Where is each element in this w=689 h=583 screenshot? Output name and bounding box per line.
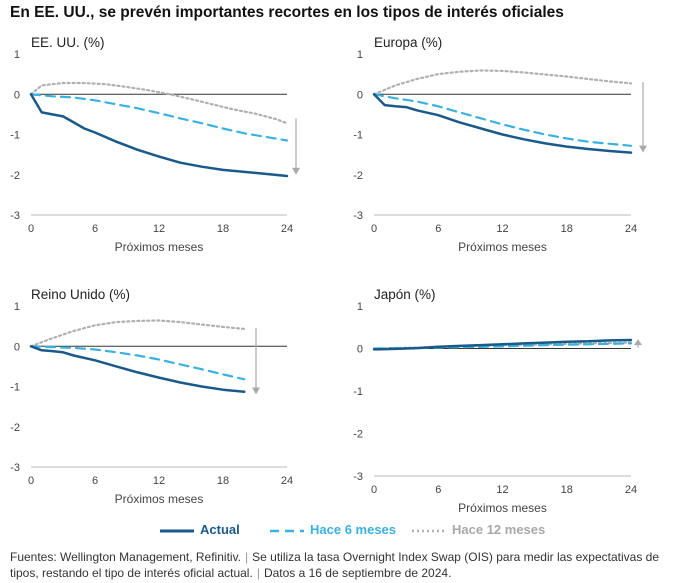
- y-tick-label: -2: [10, 170, 20, 182]
- series-line-hace12: [29, 81, 289, 125]
- x-tick-label: 0: [371, 484, 377, 496]
- x-tick-label: 18: [217, 223, 229, 235]
- y-tick-label: -2: [353, 429, 363, 441]
- legend-hace12-label: Hace 12 meses: [452, 522, 546, 537]
- footer-note: Se utiliza la tasa Overnight Index Swap …: [10, 550, 660, 580]
- legend-hace6: Hace 6 meses: [270, 522, 396, 537]
- x-tick-label: 12: [496, 223, 508, 235]
- series-line-hace6: [29, 345, 246, 381]
- x-tick-label: 0: [371, 223, 377, 235]
- series-line-hace6: [29, 93, 289, 142]
- x-tick-label: 18: [217, 475, 229, 487]
- trend-arrow-head: [292, 167, 300, 175]
- x-tick-label: 0: [28, 223, 34, 235]
- legend-actual-swatch: [160, 529, 194, 533]
- y-tick-label: -3: [353, 471, 363, 483]
- charts-canvas: EE. UU. (%) 1 0 -1 -2 -3 0 6 12 18 24 Próximos mese…: [10, 35, 647, 515]
- series-line-actual: [29, 345, 246, 393]
- chart-panel-2: Europa (%) 1 0 -1 -2 -3 0 6 12 18 24 Próximos meses: [353, 35, 647, 254]
- x-axis-label: Próximos meses: [458, 501, 547, 515]
- y-tick-label: 0: [14, 89, 20, 101]
- x-tick-label: 6: [92, 223, 98, 235]
- y-tick-label: 1: [14, 49, 20, 61]
- y-tick-label: 1: [357, 49, 363, 61]
- legend-hace12: Hace 12 meses: [412, 522, 545, 537]
- trend-arrow-head: [634, 339, 642, 346]
- y-tick-label: 1: [14, 301, 20, 313]
- y-tick-label: -2: [353, 170, 363, 182]
- y-tick-label: -2: [10, 422, 20, 434]
- x-tick-label: 6: [435, 484, 441, 496]
- x-tick-label: 24: [625, 223, 637, 235]
- footer-separator: |: [256, 566, 260, 580]
- legend-actual: Actual: [160, 522, 240, 537]
- x-tick-label: 12: [496, 484, 508, 496]
- series-line-hace12: [29, 319, 246, 348]
- chart-panel-4: Japón (%) 1 0 -1 -2 -3 0 6 12 18 24 Próximos meses: [353, 287, 642, 515]
- series-line-hace12: [372, 69, 633, 96]
- x-tick-label: 18: [561, 223, 573, 235]
- y-tick-label: -1: [353, 130, 363, 142]
- x-tick-label: 24: [281, 223, 293, 235]
- footer: Fuentes: Wellington Management, Refiniti…: [10, 549, 680, 581]
- y-tick-label: 0: [14, 341, 20, 353]
- footer-separator: |: [245, 550, 249, 564]
- y-tick-label: 0: [357, 344, 363, 356]
- x-tick-label: 0: [28, 475, 34, 487]
- chart-title: Europa (%): [374, 35, 442, 50]
- series-line-hace6: [372, 93, 633, 147]
- legend-hace6-swatch: [270, 529, 304, 532]
- x-axis-label: Próximos meses: [115, 240, 204, 254]
- series-line-actual: [29, 93, 289, 178]
- y-tick-label: -1: [353, 386, 363, 398]
- legend-actual-label: Actual: [200, 522, 240, 537]
- chart-title: Reino Unido (%): [31, 287, 130, 302]
- x-axis-label: Próximos meses: [115, 492, 204, 506]
- chart-panel-1: EE. UU. (%) 1 0 -1 -2 -3 0 6 12 18 24 Próximos mese…: [10, 35, 300, 254]
- footer-date: Datos a 16 de septiembre de 2024.: [263, 566, 452, 580]
- y-tick-label: -3: [10, 462, 20, 474]
- y-tick-label: -3: [353, 210, 363, 222]
- x-axis-label: Próximos meses: [458, 240, 547, 254]
- series-line-actual: [372, 93, 633, 154]
- chart-panel-3: Reino Unido (%) 1 0 -1 -2 -3 0 6 12 18 24 Próximos …: [10, 287, 293, 506]
- series-line-hace6: [372, 342, 633, 350]
- chart-title: EE. UU. (%): [31, 35, 105, 50]
- series-line-actual: [372, 338, 633, 351]
- trend-arrow-head: [639, 145, 647, 153]
- footer-sources: Fuentes: Wellington Management, Refiniti…: [10, 550, 242, 564]
- legend-hace6-label: Hace 6 meses: [310, 522, 397, 537]
- y-tick-label: -3: [10, 210, 20, 222]
- x-tick-label: 6: [92, 475, 98, 487]
- x-tick-label: 24: [281, 475, 293, 487]
- x-tick-label: 12: [153, 475, 165, 487]
- x-tick-label: 12: [153, 223, 165, 235]
- x-tick-label: 24: [625, 484, 637, 496]
- legend-hace12-swatch: [412, 529, 446, 532]
- page-title: En EE. UU., se prevén importantes recort…: [10, 4, 564, 21]
- x-tick-label: 18: [561, 484, 573, 496]
- y-tick-label: -1: [10, 130, 20, 142]
- y-tick-label: 0: [357, 89, 363, 101]
- trend-arrow-head: [252, 387, 260, 395]
- chart-title: Japón (%): [374, 287, 436, 302]
- x-tick-label: 6: [435, 223, 441, 235]
- y-tick-label: -1: [10, 382, 20, 394]
- y-tick-label: 1: [357, 301, 363, 313]
